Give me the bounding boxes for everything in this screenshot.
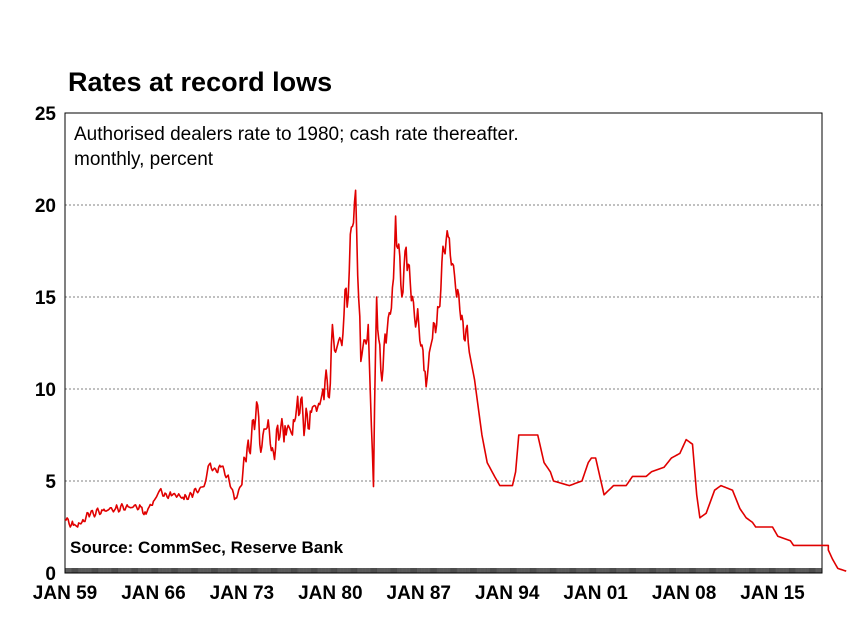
y-tick-label: 15: [35, 288, 57, 309]
x-tick-label: JAN 15: [740, 583, 805, 604]
x-axis-labels: JAN 59 JAN 66 JAN 73 JAN 80 JAN 87 JAN 94 JAN …: [33, 583, 805, 604]
chart-source: Source: CommSec, Reserve Bank: [70, 538, 344, 557]
y-axis-labels: 0 5 10 15 20 25: [35, 104, 57, 585]
month-tick-marks: [64, 568, 823, 573]
chart-title: Rates at record lows: [68, 67, 332, 97]
x-tick-label: JAN 87: [387, 583, 451, 604]
x-tick-label: JAN 01: [563, 583, 628, 604]
chart-note-2: monthly, percent: [74, 149, 214, 170]
y-tick-label: 0: [45, 564, 56, 585]
x-axis-month-ticks: [64, 568, 823, 573]
x-tick-label: JAN 80: [298, 583, 362, 604]
y-tick-label: 10: [35, 380, 56, 401]
series-line-0: [64, 189, 847, 572]
y-tick-label: 5: [45, 472, 56, 493]
x-tick-label: JAN 94: [475, 583, 540, 604]
y-tick-label: 25: [35, 104, 57, 125]
x-tick-label: JAN 59: [33, 583, 97, 604]
y-tick-label: 20: [35, 196, 56, 217]
x-tick-label: JAN 73: [210, 583, 274, 604]
chart-note-1: Authorised dealers rate to 1980; cash ra…: [74, 124, 519, 145]
x-tick-label: JAN 66: [121, 583, 185, 604]
series-layer: [64, 189, 847, 572]
x-tick-label: JAN 08: [652, 583, 716, 604]
plot-frame: [64, 112, 823, 574]
